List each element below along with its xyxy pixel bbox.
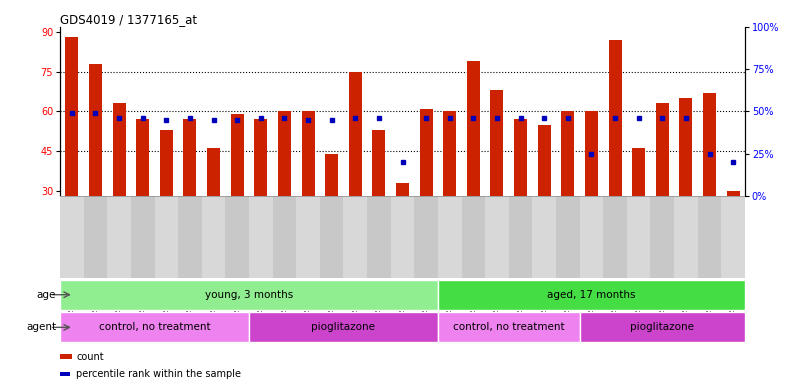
Text: GDS4019 / 1377165_at: GDS4019 / 1377165_at	[60, 13, 197, 26]
Bar	[131, 196, 155, 278]
Bar	[391, 196, 414, 278]
Text: percentile rank within the sample: percentile rank within the sample	[76, 369, 241, 379]
Bar	[160, 130, 173, 196]
Bar	[254, 119, 268, 196]
Bar	[278, 111, 291, 196]
Bar	[367, 196, 391, 278]
Bar	[225, 196, 249, 278]
Bar	[272, 196, 296, 278]
Bar	[461, 196, 485, 278]
Bar	[438, 312, 580, 343]
Bar	[632, 148, 645, 196]
Bar	[301, 111, 315, 196]
Bar	[372, 130, 385, 196]
Bar	[89, 64, 102, 196]
Bar	[509, 196, 533, 278]
Text: age: age	[37, 290, 56, 300]
Bar	[722, 196, 745, 278]
Bar	[60, 312, 249, 343]
Bar	[66, 38, 78, 196]
Bar	[207, 148, 220, 196]
Bar	[585, 111, 598, 196]
Bar	[562, 111, 574, 196]
Bar	[580, 196, 603, 278]
Bar	[320, 196, 344, 278]
Bar	[650, 196, 674, 278]
Bar	[414, 196, 438, 278]
Bar	[107, 196, 131, 278]
Bar	[485, 196, 509, 278]
Bar	[679, 98, 692, 196]
Bar	[231, 114, 244, 196]
Bar	[249, 312, 438, 343]
Text: pioglitazone: pioglitazone	[312, 322, 376, 333]
Text: pioglitazone: pioglitazone	[630, 322, 694, 333]
Bar	[490, 90, 504, 196]
Bar	[420, 109, 433, 196]
Text: young, 3 months: young, 3 months	[205, 290, 293, 300]
Bar	[178, 196, 202, 278]
Bar	[296, 196, 320, 278]
Bar	[556, 196, 580, 278]
Bar	[60, 196, 83, 278]
Bar	[698, 196, 722, 278]
Bar	[603, 196, 627, 278]
Text: agent: agent	[26, 322, 56, 333]
Bar	[155, 196, 178, 278]
Bar	[202, 196, 225, 278]
Bar	[580, 312, 745, 343]
Bar	[60, 280, 438, 310]
Bar	[183, 119, 196, 196]
Bar	[533, 196, 556, 278]
Bar	[609, 40, 622, 196]
Bar	[656, 103, 669, 196]
Bar	[703, 93, 716, 196]
Bar	[674, 196, 698, 278]
Bar	[113, 103, 126, 196]
Bar	[348, 72, 362, 196]
Bar	[514, 119, 527, 196]
Bar	[443, 111, 457, 196]
Bar	[727, 190, 739, 196]
Text: control, no treatment: control, no treatment	[99, 322, 211, 333]
Bar	[83, 196, 107, 278]
Bar	[136, 119, 149, 196]
Text: count: count	[76, 352, 103, 362]
Text: aged, 17 months: aged, 17 months	[547, 290, 636, 300]
Bar	[325, 154, 338, 196]
Bar	[396, 183, 409, 196]
Bar	[249, 196, 272, 278]
Bar	[627, 196, 650, 278]
Bar	[467, 61, 480, 196]
Bar	[438, 280, 745, 310]
Bar	[438, 196, 461, 278]
Bar	[344, 196, 367, 278]
Text: control, no treatment: control, no treatment	[453, 322, 565, 333]
Bar	[537, 124, 551, 196]
